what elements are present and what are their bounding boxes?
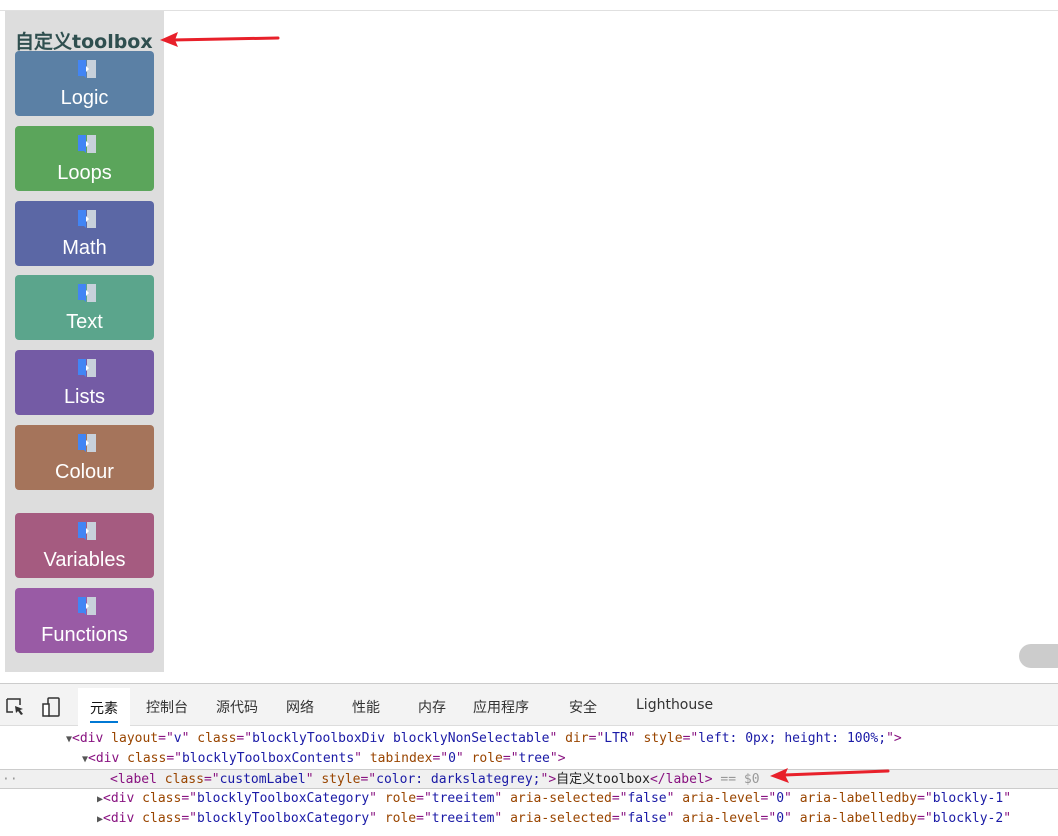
devtools-tab[interactable]: 网络	[286, 700, 314, 716]
annotation-arrow-icon	[160, 32, 280, 47]
expand-triangle-icon[interactable]: ▼	[82, 754, 89, 765]
devtools-tab[interactable]: 应用程序	[473, 700, 529, 716]
category-label: Functions	[41, 624, 128, 646]
category-label: Loops	[57, 162, 112, 184]
category-label: Math	[62, 237, 107, 259]
annotation-arrow-icon	[770, 768, 890, 783]
toolbox-category-loops[interactable]: Loops	[15, 126, 154, 191]
toolbox-category-text[interactable]: Text	[15, 275, 154, 340]
toolbox-category-logic[interactable]: Logic	[15, 51, 154, 116]
expand-triangle-icon[interactable]: ▶	[97, 814, 104, 825]
devtools-tab[interactable]: Lighthouse	[636, 697, 714, 713]
category-puzzle-icon	[78, 60, 96, 78]
toolbox-category-functions[interactable]: Functions	[15, 588, 154, 653]
dom-tree-node[interactable]: ·· <label class="customLabel" style="colo…	[0, 769, 1058, 789]
category-label: Variables	[43, 549, 126, 571]
toolbox-category-math[interactable]: Math	[15, 201, 154, 266]
devtools-tab[interactable]: 安全	[569, 700, 597, 716]
node-menu-dots[interactable]: ··	[2, 772, 18, 787]
dom-tree-node[interactable]: ▶<div class="blocklyToolboxCategory" rol…	[97, 791, 1012, 806]
category-label: Colour	[55, 461, 114, 483]
category-label: Lists	[63, 386, 106, 408]
expand-triangle-icon[interactable]: ▶	[97, 794, 104, 805]
inspect-element-icon[interactable]	[5, 697, 25, 717]
workspace-scrollbar[interactable]	[1019, 644, 1058, 668]
devtools-tab[interactable]: 控制台	[146, 700, 188, 716]
devtools-tab[interactable]: 元素	[78, 688, 130, 726]
toolbox-category-variables[interactable]: Variables	[15, 513, 154, 578]
category-label: Logic	[60, 87, 109, 109]
category-puzzle-icon	[78, 284, 96, 302]
devtools-toolbar: 元素 控制台 源代码 网络 性能 内存 应用程序 安全 Lighthouse	[0, 684, 1058, 726]
devtools-tab[interactable]: 源代码	[216, 700, 258, 716]
workspace-border	[0, 10, 1058, 11]
category-puzzle-icon	[78, 359, 96, 377]
device-toolbar-icon[interactable]	[42, 696, 62, 718]
toolbox-category-colour[interactable]: Colour	[15, 425, 154, 490]
category-puzzle-icon	[78, 597, 96, 615]
devtools-tab[interactable]: 内存	[418, 700, 446, 716]
category-puzzle-icon	[78, 434, 96, 452]
toolbox-custom-label: 自定义toolbox	[15, 31, 153, 53]
dom-tree-node[interactable]: ▼<div class="blocklyToolboxContents" tab…	[82, 751, 566, 766]
toolbox-category-lists[interactable]: Lists	[15, 350, 154, 415]
category-puzzle-icon	[78, 210, 96, 228]
category-puzzle-icon	[78, 522, 96, 540]
category-puzzle-icon	[78, 135, 96, 153]
dom-tree-node[interactable]: ▶<div class="blocklyToolboxCategory" rol…	[97, 811, 1012, 826]
expand-triangle-icon[interactable]: ▼	[66, 734, 73, 745]
dom-tree-node[interactable]: ▼<div layout="v" class="blocklyToolboxDi…	[66, 731, 902, 746]
category-label: Text	[66, 311, 103, 333]
devtools-tab[interactable]: 性能	[352, 700, 380, 716]
devtools-panel: 元素 控制台 源代码 网络 性能 内存 应用程序 安全 Lighthouse ▼<div lay…	[0, 683, 1058, 836]
